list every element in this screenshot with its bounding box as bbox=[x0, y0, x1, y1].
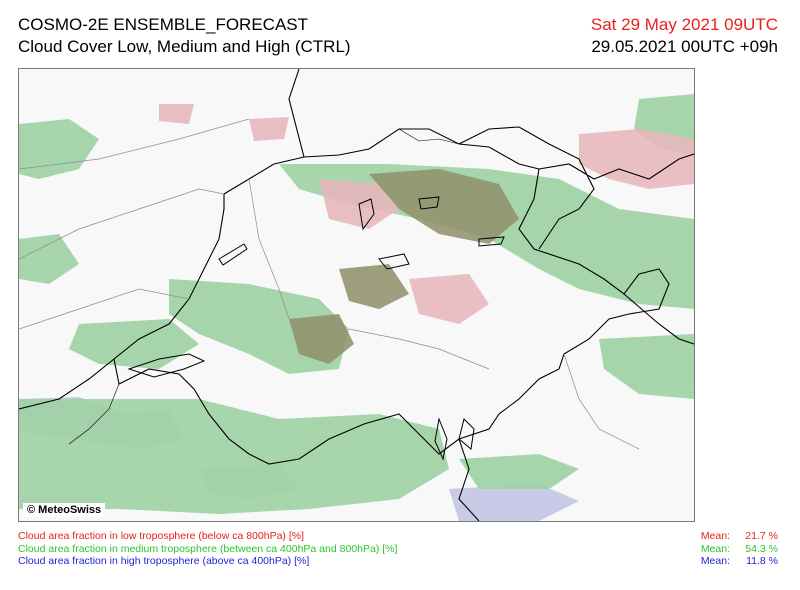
model-title: COSMO-2E ENSEMBLE_FORECAST bbox=[18, 15, 309, 34]
lake-geneva-outline bbox=[127, 353, 206, 378]
map-canvas bbox=[19, 69, 694, 521]
mean-values: Mean: 21.7 % Mean: 54.3 % Mean: 11.8 % bbox=[701, 530, 778, 568]
time-block: Sat 29 May 2021 09UTC 29.05.2021 00UTC +… bbox=[591, 14, 778, 58]
mean-low-label: Mean: bbox=[700, 530, 730, 542]
mean-medium-value: 54.3 % bbox=[745, 542, 778, 555]
legend-high-cloud: Cloud area fraction in high troposphere … bbox=[18, 555, 310, 567]
internal-boundaries bbox=[19, 118, 640, 450]
lake-outlines bbox=[127, 196, 505, 461]
legend-medium-cloud: Cloud area fraction in medium tropospher… bbox=[18, 542, 398, 555]
valid-time: Sat 29 May 2021 09UTC bbox=[590, 15, 778, 34]
copyright-label: © MeteoSwiss bbox=[23, 503, 106, 517]
mean-medium-label: Mean: bbox=[700, 542, 730, 555]
product-title: Cloud Cover Low, Medium and High (CTRL) bbox=[18, 37, 351, 56]
mean-low-row: Mean: 21.7 % bbox=[701, 530, 778, 543]
lake-neuchatel-outline bbox=[218, 243, 248, 266]
mean-high-row: Mean: 11.8 % bbox=[701, 555, 778, 568]
mean-low-value: 21.7 % bbox=[745, 530, 778, 542]
overlap-cloud-layer bbox=[289, 169, 519, 364]
legend-low-cloud: Cloud area fraction in low troposphere (… bbox=[18, 530, 304, 542]
mean-high-label: Mean: bbox=[700, 555, 730, 567]
mean-medium-row: Mean: 54.3 % bbox=[701, 543, 778, 556]
title-block: COSMO-2E ENSEMBLE_FORECAST Cloud Cover L… bbox=[18, 14, 351, 58]
legend: Cloud area fraction in low troposphere (… bbox=[18, 530, 397, 568]
cloud-cover-map: © MeteoSwiss bbox=[18, 68, 695, 522]
river-lines bbox=[68, 128, 460, 445]
mean-high-value: 11.8 % bbox=[746, 555, 778, 567]
border-lines bbox=[19, 69, 694, 521]
run-time: 29.05.2021 00UTC +09h bbox=[591, 37, 778, 56]
